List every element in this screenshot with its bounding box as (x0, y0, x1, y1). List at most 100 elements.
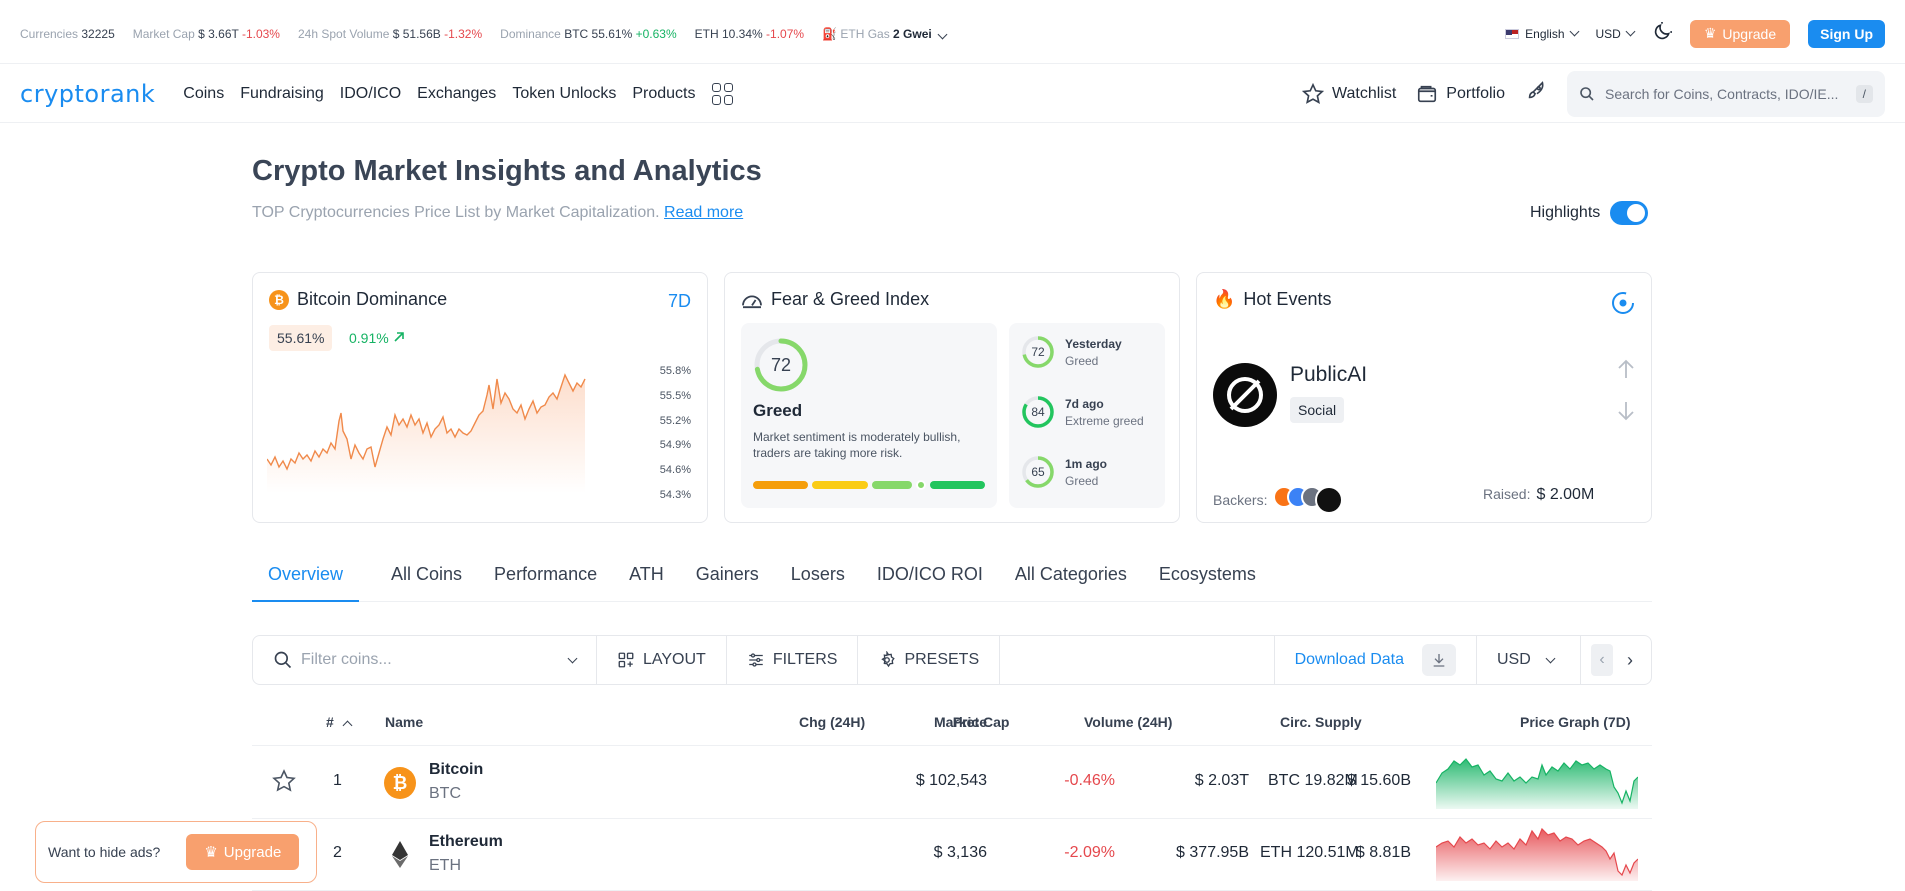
tab-performance[interactable]: Performance (494, 564, 598, 584)
event-raised: Raised: $ 2.00M (1483, 486, 1595, 503)
filter-coins-input[interactable]: Filter coins... (253, 636, 597, 684)
tab-losers[interactable]: Losers (790, 564, 845, 584)
tab-ido-ico-roi[interactable]: IDO/ICO ROI (876, 564, 983, 584)
chevron-down-icon (567, 653, 578, 663)
highlights-toggle[interactable]: Highlights (1530, 201, 1649, 225)
event-tag: Social (1290, 397, 1345, 423)
chevron-down-icon (937, 29, 948, 39)
language-select[interactable]: English (1505, 26, 1579, 41)
crown-icon: ♛ (1703, 25, 1717, 41)
tab-all-coins[interactable]: All Coins (391, 564, 463, 584)
market-tabs: Overview All Coins Performance ATH Gaine… (252, 556, 1652, 602)
row-market-cap: $ 2.03T (1194, 772, 1249, 789)
rocket-icon[interactable] (1525, 80, 1547, 107)
fear-greed-gauge: 72 (753, 337, 809, 393)
backer-avatar[interactable] (1315, 486, 1344, 514)
filters-button[interactable]: FILTERS (727, 636, 859, 684)
sliders-icon (749, 653, 763, 667)
upgrade-button[interactable]: ♛ Upgrade (1689, 19, 1791, 48)
layout-icon (618, 652, 634, 668)
pause-timer-icon[interactable] (1611, 291, 1635, 315)
tab-gainers[interactable]: Gainers (695, 564, 759, 584)
ad-upgrade-button[interactable]: ♛ Upgrade (186, 834, 300, 870)
presets-button[interactable]: PRESETS (858, 636, 1001, 684)
column-circ-supply[interactable]: Circ. Supply (1280, 714, 1362, 730)
column-change-24h[interactable]: Chg (24H) (799, 714, 866, 730)
row-rank: 2 (333, 844, 342, 861)
ethereum-icon (384, 839, 416, 871)
page-title: Crypto Market Insights and Analytics (252, 155, 762, 187)
gear-icon (881, 651, 896, 668)
global-search-input[interactable]: Search for Coins, Contracts, IDO/IE... / (1567, 70, 1885, 117)
bitcoin-icon: ₿ (269, 289, 289, 310)
search-shortcut-key: / (1855, 84, 1873, 103)
table-row[interactable]: 2 Ethereum ETH $ 3,136 -2.09% $ 377.95B … (252, 819, 1652, 891)
tab-ath[interactable]: ATH (629, 564, 664, 584)
nav-token-unlocks[interactable]: Token Unlocks (512, 84, 617, 102)
download-data-button[interactable]: Download Data (1275, 636, 1477, 684)
tab-overview[interactable]: Overview (252, 556, 360, 602)
event-name[interactable]: PublicAI (1290, 363, 1368, 386)
nav-fundraising[interactable]: Fundraising (240, 84, 324, 102)
fear-greed-card: Fear & Greed Index 72 Greed Market senti… (724, 272, 1180, 523)
chevron-down-icon (1545, 653, 1556, 663)
gas-pump-icon: ⛽ (822, 26, 838, 41)
fear-greed-scale (753, 480, 986, 490)
nav-exchanges[interactable]: Exchanges (417, 84, 497, 102)
column-volume-24h[interactable]: Volume (24H) (1084, 714, 1173, 730)
table-currency-select[interactable]: USD (1477, 636, 1581, 684)
price-sparkline (1436, 758, 1638, 809)
table-row[interactable]: 1 ₿ Bitcoin BTC $ 102,543 -0.46% $ 2.03T… (252, 747, 1652, 819)
row-volume: $ 8.81B (1355, 844, 1411, 861)
publicai-logo[interactable] (1213, 363, 1277, 427)
scroll-left-button[interactable]: ‹ (1591, 644, 1613, 676)
period-selector[interactable]: 7D (667, 291, 691, 311)
column-market-cap[interactable]: Market Cap (934, 714, 1010, 730)
market-ticker-bar: Currencies 32225 Market Cap $ 3.66T -1.0… (0, 4, 1905, 64)
dominance-change: 0.91% (349, 330, 405, 346)
nav-coins[interactable]: Coins (183, 84, 225, 102)
tab-ecosystems[interactable]: Ecosystems (1158, 564, 1256, 584)
cryptorank-logo[interactable]: cryptorank (20, 79, 156, 108)
crown-icon: ♛ (204, 844, 218, 861)
us-flag-icon (1505, 28, 1520, 39)
arrow-up-icon[interactable] (1617, 359, 1635, 379)
fear-greed-yesterday: 72 Yesterday Greed (1021, 335, 1122, 369)
row-price: $ 102,543 (915, 772, 987, 789)
chevron-down-icon (1569, 26, 1579, 37)
row-change-24h: -2.09% (1064, 844, 1115, 861)
ticker-eth-gas[interactable]: ⛽ ETH Gas 2 Gwei (822, 26, 948, 41)
column-rank[interactable]: # (326, 714, 353, 731)
ticker-market-cap: Market Cap $ 3.66T -1.03% (132, 26, 280, 41)
page-subtitle: TOP Cryptocurrencies Price List by Marke… (252, 204, 744, 221)
scroll-right-button[interactable]: › (1619, 644, 1641, 676)
layout-button[interactable]: LAYOUT (597, 636, 727, 684)
table-header: # Name Price Chg (24H) Market Cap Volume… (252, 700, 1652, 746)
read-more-link[interactable]: Read more (664, 204, 744, 221)
currency-select[interactable]: USD (1596, 27, 1636, 41)
highlights-switch[interactable] (1610, 201, 1649, 225)
tab-all-categories[interactable]: All Categories (1014, 564, 1127, 584)
portfolio-link[interactable]: Portfolio (1416, 83, 1505, 105)
bitcoin-icon: ₿ (384, 767, 416, 799)
column-name[interactable]: Name (385, 714, 424, 730)
row-volume: $ 15.60B (1346, 772, 1411, 789)
theme-toggle-moon-icon[interactable] (1652, 22, 1672, 45)
nav-products[interactable]: Products (632, 84, 696, 102)
row-rank: 1 (333, 772, 342, 789)
row-circ-supply: ETH 120.51M (1260, 844, 1359, 861)
row-circ-supply: BTC 19.82M (1268, 772, 1358, 789)
nav-ido-ico[interactable]: IDO/ICO (339, 84, 402, 102)
sign-up-button[interactable]: Sign Up (1808, 19, 1885, 48)
fear-greed-description: Market sentiment is moderately bullish, … (753, 430, 961, 460)
fear-greed-label: Greed (753, 401, 803, 420)
watchlist-link[interactable]: Watchlist (1301, 82, 1396, 105)
coin-name[interactable]: Ethereum ETH (429, 833, 503, 874)
apps-grid-icon[interactable] (711, 82, 734, 105)
star-icon[interactable] (272, 769, 296, 793)
arrow-down-icon[interactable] (1617, 401, 1635, 421)
coin-name[interactable]: Bitcoin BTC (429, 761, 484, 802)
ticker-spot-volume: 24h Spot Volume $ 51.56B -1.32% (297, 26, 483, 41)
column-price[interactable]: Price (952, 714, 987, 730)
search-icon (1580, 86, 1594, 101)
